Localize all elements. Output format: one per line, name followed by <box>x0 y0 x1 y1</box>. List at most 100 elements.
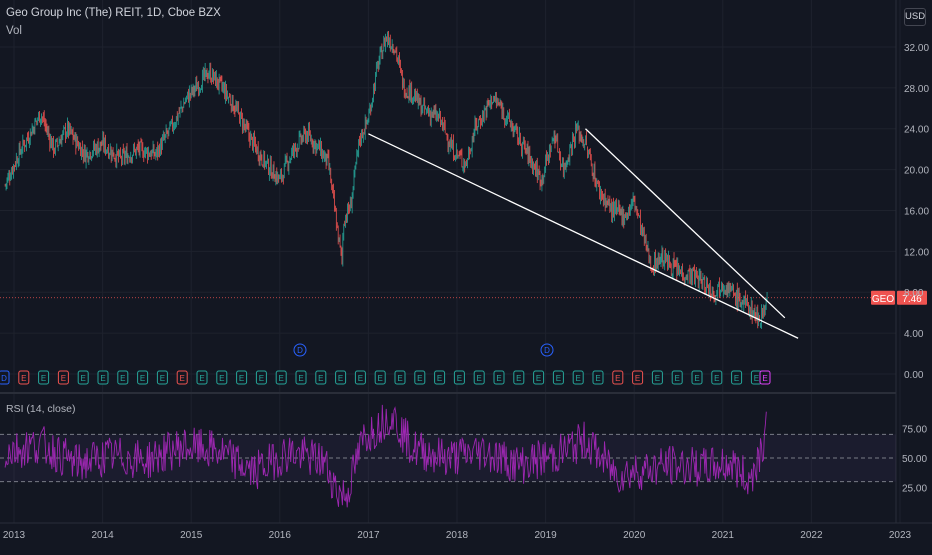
event-marker-e[interactable] <box>533 370 545 385</box>
event-marker-letter: E <box>496 374 501 383</box>
event-marker-d[interactable] <box>0 370 10 385</box>
volume-label[interactable]: Vol <box>6 25 22 37</box>
event-marker-e[interactable] <box>255 370 267 385</box>
event-marker-letter: E <box>239 374 244 383</box>
event-marker-e[interactable] <box>671 370 683 385</box>
event-marker-e[interactable] <box>354 370 366 385</box>
event-marker-e[interactable] <box>473 370 485 385</box>
event-marker-letter: E <box>41 374 46 383</box>
price-tick-label: 28.00 <box>904 84 929 95</box>
event-marker-e[interactable] <box>236 370 248 385</box>
event-marker-e[interactable] <box>759 370 771 385</box>
time-tick-label: 2017 <box>357 530 380 541</box>
event-marker-letter: E <box>298 374 303 383</box>
dividend-marker-letter: D <box>544 346 550 355</box>
event-marker-e[interactable] <box>137 370 149 385</box>
time-tick-label: 2020 <box>623 530 646 541</box>
event-marker-letter: E <box>199 374 204 383</box>
dividend-marker[interactable] <box>293 343 307 357</box>
event-marker-letter: E <box>635 374 640 383</box>
event-marker-letter: E <box>576 374 581 383</box>
event-marker-e[interactable] <box>552 370 564 385</box>
event-marker-letter: E <box>694 374 699 383</box>
event-marker-letter: E <box>21 374 26 383</box>
trendline-lower[interactable] <box>368 133 799 339</box>
time-tick-label: 2022 <box>800 530 823 541</box>
event-marker-e[interactable] <box>216 370 228 385</box>
event-marker-e[interactable] <box>731 370 743 385</box>
trendline-upper[interactable] <box>585 128 786 319</box>
event-marker-e[interactable] <box>592 370 604 385</box>
event-marker-letter: E <box>81 374 86 383</box>
price-tick-label: 4.00 <box>904 329 924 340</box>
event-marker-e[interactable] <box>117 370 129 385</box>
dividend-marker[interactable] <box>540 343 554 357</box>
event-marker-e[interactable] <box>711 370 723 385</box>
event-marker-letter: E <box>762 374 767 383</box>
event-marker-e[interactable] <box>612 370 624 385</box>
event-marker-letter: D <box>1 374 7 383</box>
event-marker-letter: E <box>595 374 600 383</box>
event-marker-e[interactable] <box>374 370 386 385</box>
event-marker-e[interactable] <box>295 370 307 385</box>
event-marker-e[interactable] <box>77 370 89 385</box>
time-tick-label: 2014 <box>91 530 114 541</box>
event-marker-letter: E <box>437 374 442 383</box>
event-marker-e[interactable] <box>335 370 347 385</box>
event-marker-letter: E <box>378 374 383 383</box>
time-tick-label: 2013 <box>3 530 26 541</box>
time-tick-label: 2023 <box>889 530 912 541</box>
time-tick-label: 2015 <box>180 530 203 541</box>
event-marker-e[interactable] <box>315 370 327 385</box>
price-tick-label: 12.00 <box>904 247 929 258</box>
event-marker-letter: E <box>615 374 620 383</box>
price-tick-label: 8.00 <box>904 288 924 299</box>
event-marker-letter: E <box>477 374 482 383</box>
price-tick-label: 0.00 <box>904 370 924 381</box>
price-tick-label: 16.00 <box>904 206 929 217</box>
time-tick-label: 2018 <box>446 530 469 541</box>
event-marker-letter: E <box>556 374 561 383</box>
event-marker-letter: E <box>338 374 343 383</box>
event-marker-letter: E <box>160 374 165 383</box>
event-marker-letter: E <box>259 374 264 383</box>
event-marker-e[interactable] <box>57 370 69 385</box>
event-marker-e[interactable] <box>156 370 168 385</box>
ticker-tag: GEO <box>872 294 894 305</box>
event-marker-e[interactable] <box>196 370 208 385</box>
event-marker-e[interactable] <box>18 370 30 385</box>
last-price-tag: 7.46 <box>902 294 922 305</box>
rsi-tick-label: 50.00 <box>902 454 927 465</box>
rsi-title[interactable]: RSI (14, close) <box>6 403 76 415</box>
event-marker-e[interactable] <box>493 370 505 385</box>
event-marker-letter: E <box>318 374 323 383</box>
price-tick-label: 20.00 <box>904 166 929 177</box>
rsi-tick-label: 75.00 <box>902 425 927 436</box>
rsi-line <box>4 404 767 508</box>
event-marker-e[interactable] <box>275 370 287 385</box>
event-marker-e[interactable] <box>38 370 50 385</box>
event-marker-e[interactable] <box>513 370 525 385</box>
event-marker-letter: E <box>457 374 462 383</box>
event-marker-e[interactable] <box>414 370 426 385</box>
event-marker-e[interactable] <box>434 370 446 385</box>
event-marker-letter: E <box>358 374 363 383</box>
time-tick-label: 2021 <box>712 530 735 541</box>
symbol-title[interactable]: Geo Group Inc (The) REIT, 1D, Cboe BZX <box>6 7 221 19</box>
dividend-marker-letter: D <box>297 346 303 355</box>
event-marker-letter: E <box>397 374 402 383</box>
event-marker-e[interactable] <box>651 370 663 385</box>
event-marker-e[interactable] <box>572 370 584 385</box>
event-marker-letter: E <box>714 374 719 383</box>
event-marker-e[interactable] <box>632 370 644 385</box>
event-marker-e[interactable] <box>691 370 703 385</box>
event-marker-e[interactable] <box>453 370 465 385</box>
event-marker-letter: E <box>754 374 759 383</box>
currency-button[interactable]: USD <box>904 8 926 26</box>
event-marker-e[interactable] <box>97 370 109 385</box>
event-marker-letter: E <box>180 374 185 383</box>
event-marker-e[interactable] <box>176 370 188 385</box>
event-marker-e[interactable] <box>394 370 406 385</box>
